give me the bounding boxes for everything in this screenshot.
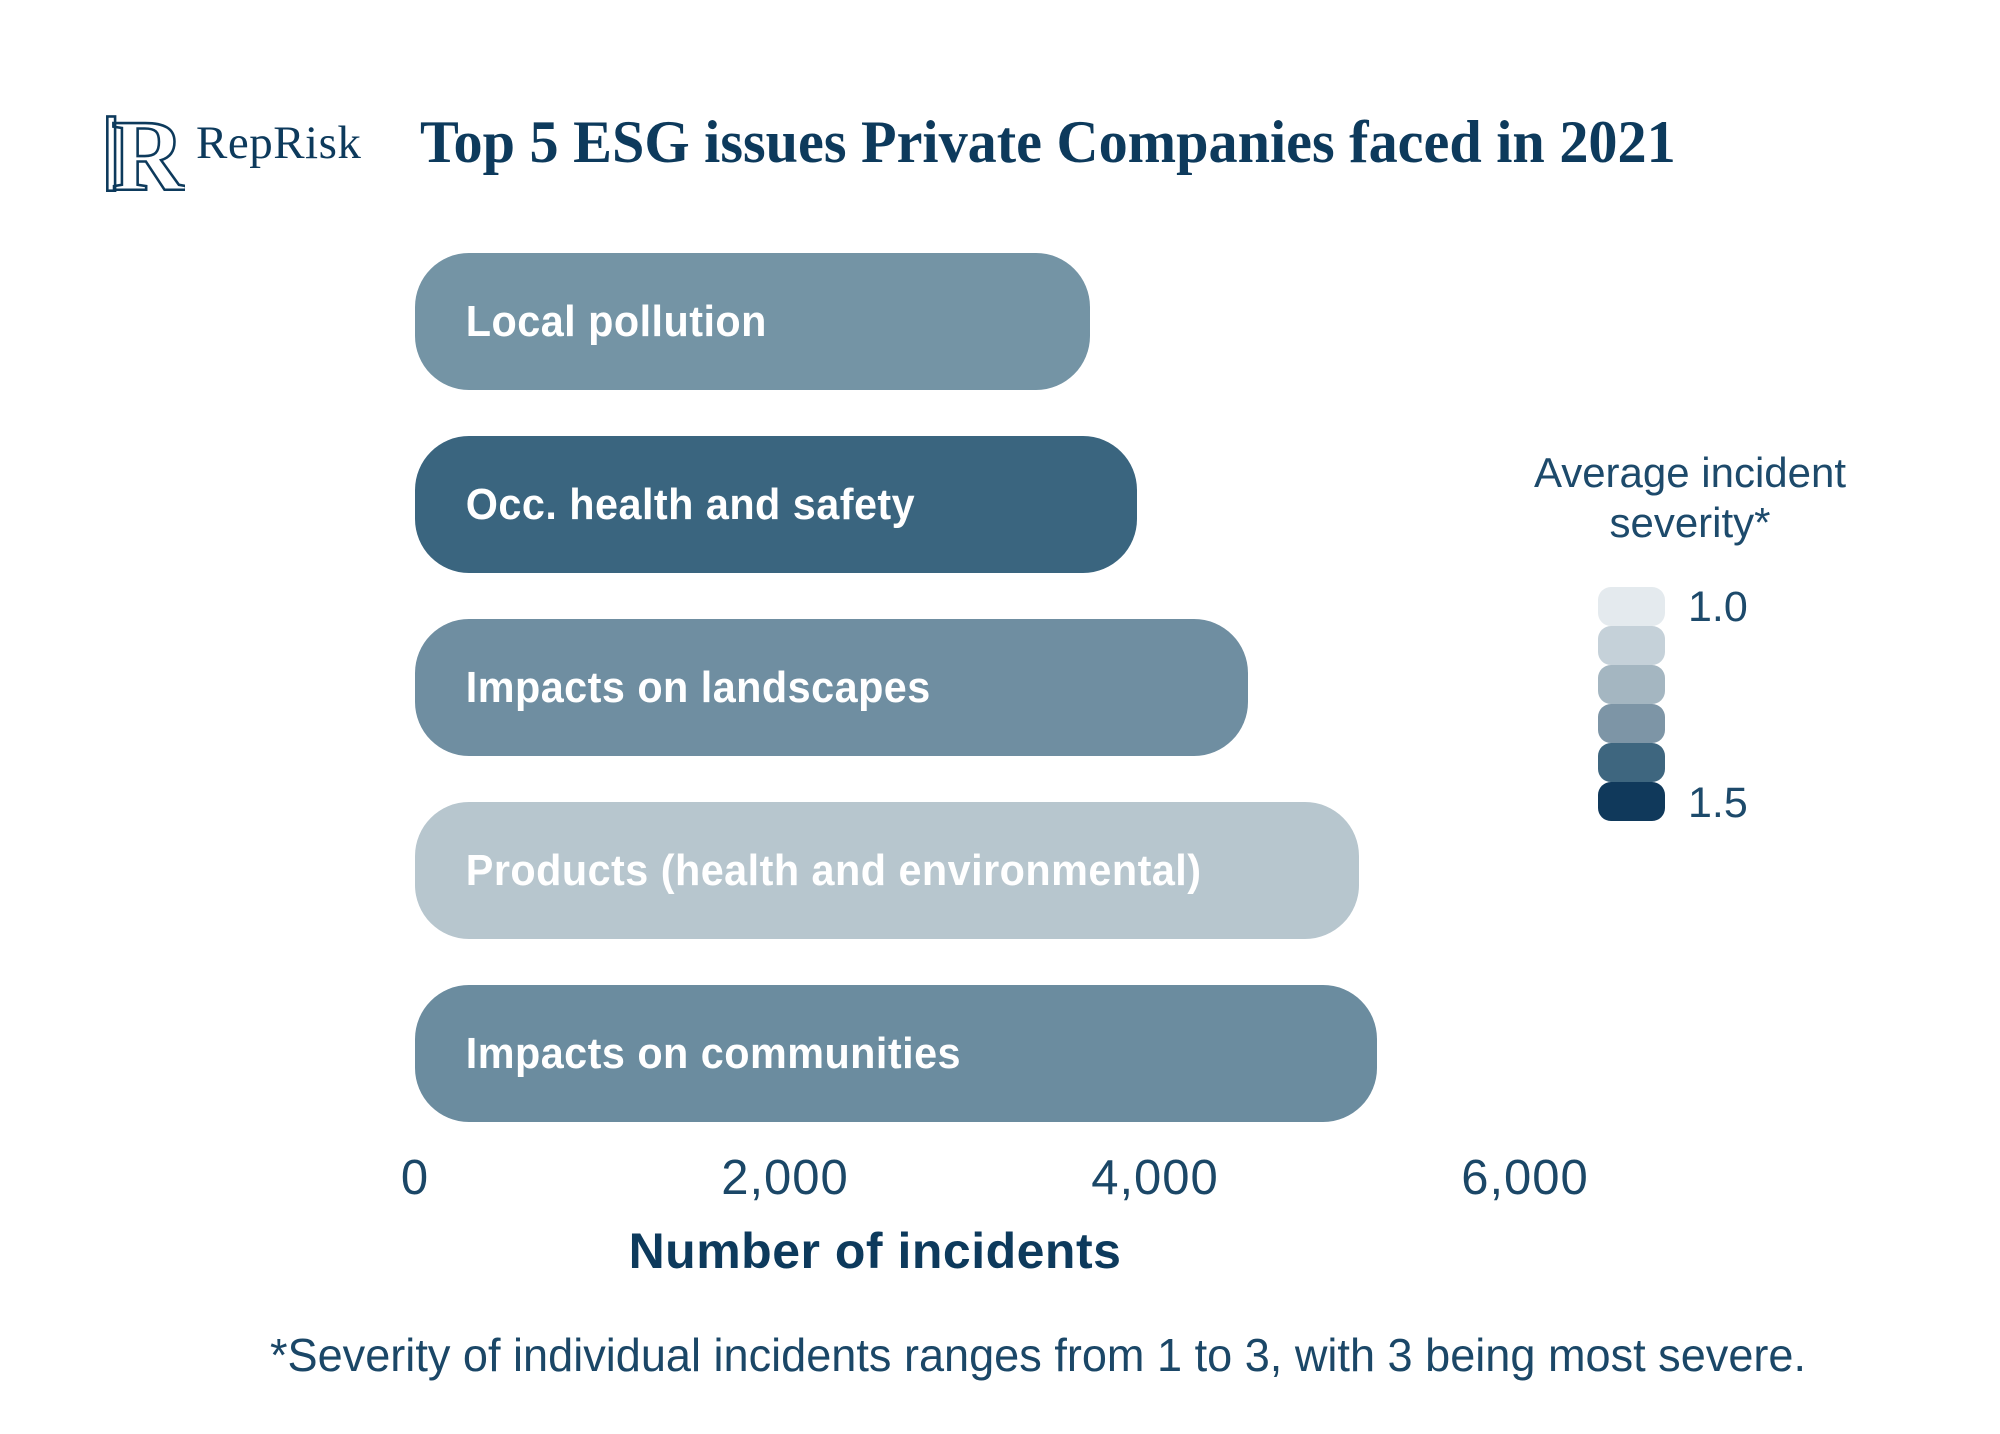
legend-swatch bbox=[1598, 742, 1665, 782]
x-tick-label: 0 bbox=[400, 1151, 430, 1205]
x-axis: 0 2,000 4,000 6,000 bbox=[401, 1150, 1588, 1220]
bar-label: Products (health and environmental) bbox=[465, 845, 1202, 895]
legend-swatches bbox=[1598, 586, 1665, 821]
x-tick-label: 2,000 bbox=[721, 1151, 849, 1205]
bar: Occ. health and safety bbox=[415, 436, 1137, 573]
x-tick-label: 6,000 bbox=[1461, 1151, 1589, 1205]
legend-title-line2: severity* bbox=[1609, 499, 1771, 547]
reprisk-logo-icon: R bbox=[106, 104, 185, 198]
bar-label: Impacts on communities bbox=[465, 1028, 962, 1078]
x-tick-label: 4,000 bbox=[1091, 1151, 1219, 1205]
legend-title-line1: Average incident bbox=[1533, 449, 1847, 496]
brand-name: RepRisk bbox=[196, 117, 362, 169]
bar: Impacts on landscapes bbox=[415, 619, 1248, 756]
bar-label: Occ. health and safety bbox=[465, 479, 916, 529]
svg-text:R: R bbox=[112, 104, 185, 198]
bar-label: Impacts on landscapes bbox=[465, 662, 931, 712]
bar: Products (health and environmental) bbox=[415, 802, 1359, 939]
legend-swatch bbox=[1598, 703, 1665, 743]
legend-min-label: 1.0 bbox=[1688, 582, 1748, 631]
x-axis-title: Number of incidents bbox=[628, 1223, 1122, 1279]
page-title: Top 5 ESG issues Private Companies faced… bbox=[420, 109, 1676, 175]
legend-title: Average incident severity* bbox=[1470, 448, 1910, 549]
bar: Impacts on communities bbox=[415, 985, 1377, 1122]
legend-swatch bbox=[1598, 586, 1665, 626]
bar-plot-area: Local pollution Occ. health and safety Imp… bbox=[415, 253, 1555, 1122]
bar-label: Local pollution bbox=[465, 296, 767, 346]
legend-swatch bbox=[1598, 625, 1665, 665]
legend: Average incident severity* 1.0 1.5 bbox=[1470, 448, 1910, 827]
legend-body: 1.0 1.5 bbox=[1470, 583, 1910, 827]
legend-swatch bbox=[1598, 781, 1665, 821]
legend-max-label: 1.5 bbox=[1688, 778, 1748, 827]
footnote: *Severity of individual incidents ranges… bbox=[270, 1329, 1807, 1381]
bar: Local pollution bbox=[415, 253, 1090, 390]
legend-swatch bbox=[1598, 664, 1665, 704]
